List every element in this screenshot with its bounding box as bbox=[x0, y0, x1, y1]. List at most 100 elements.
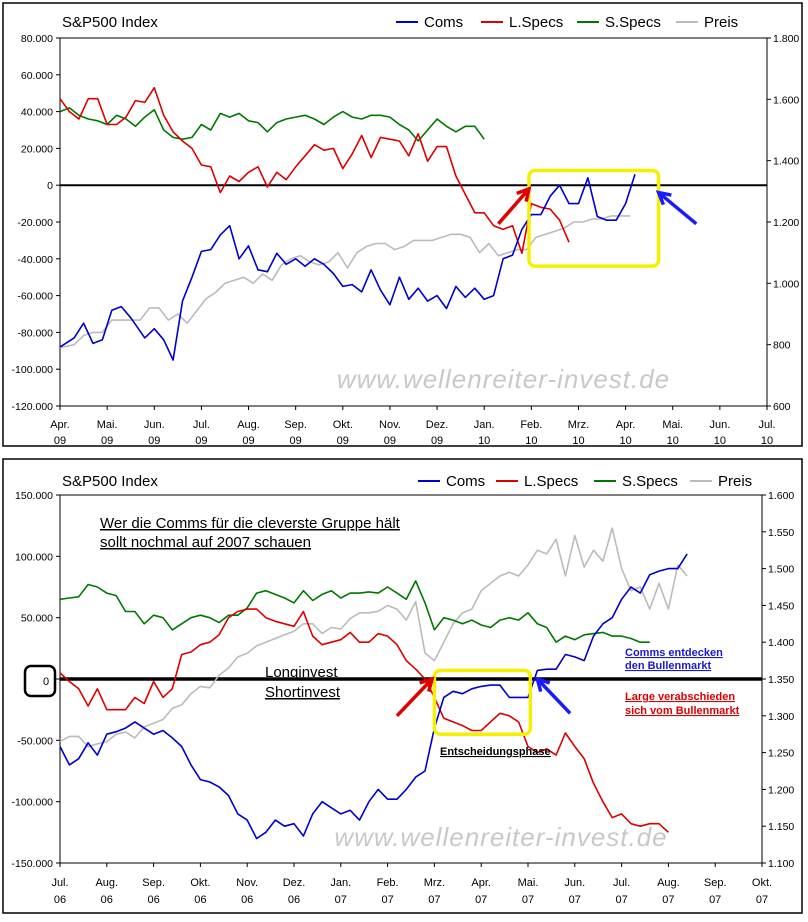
plot-area bbox=[59, 37, 768, 407]
y-tick-right: 1.500 bbox=[768, 564, 794, 576]
y-tick-right: 1.350 bbox=[768, 674, 794, 686]
x-tick-month: Sep. bbox=[704, 877, 727, 889]
x-tick-month: Mrz. bbox=[568, 419, 589, 431]
x-tick-year: 06 bbox=[194, 894, 206, 906]
x-tick-month: Nov. bbox=[379, 419, 401, 431]
red-arrow-head bbox=[419, 676, 435, 693]
zero-box-label: 0 bbox=[43, 676, 49, 688]
x-tick-month: Apr. bbox=[50, 419, 70, 431]
y-tick-left: 0 bbox=[47, 180, 53, 192]
x-tick-year: 09 bbox=[431, 435, 443, 447]
y-tick-left: -120.000 bbox=[12, 401, 54, 413]
chart-title: S&P500 Index bbox=[62, 14, 158, 31]
x-tick-month: Mai. bbox=[662, 419, 683, 431]
x-tick-month: Jun. bbox=[709, 419, 730, 431]
x-tick-month: Jul. bbox=[613, 877, 630, 889]
y-tick-left: 100.000 bbox=[15, 551, 53, 563]
y-tick-left: -40.000 bbox=[17, 254, 53, 266]
y-tick-left: 80.000 bbox=[21, 33, 53, 45]
x-tick-month: Jul. bbox=[758, 419, 775, 431]
x-tick-year: 09 bbox=[54, 435, 66, 447]
red-arrow-head bbox=[516, 186, 532, 202]
y-tick-left: 60.000 bbox=[21, 70, 53, 82]
x-tick-month: Jan. bbox=[330, 877, 351, 889]
highlight-box bbox=[527, 168, 661, 268]
legend-item-preis: Preis bbox=[676, 14, 738, 31]
y-tick-right: 1.600 bbox=[768, 490, 794, 502]
x-tick-month: Jun. bbox=[564, 877, 585, 889]
chart-panel-1: S&P500 Index Coms L.Specs S.Specs Preis 80.00… bbox=[2, 2, 803, 447]
x-tick-month: Okt. bbox=[752, 877, 772, 889]
x-tick-year: 07 bbox=[522, 894, 534, 906]
legend-label: Coms bbox=[446, 473, 485, 490]
y-tick-left: 50.000 bbox=[21, 613, 53, 625]
x-tick-month: Nov. bbox=[236, 877, 258, 889]
y-tick-right: 600 bbox=[773, 401, 791, 413]
y-tick-left: 40.000 bbox=[21, 107, 53, 119]
blue-arrow-shaft bbox=[657, 191, 698, 226]
x-tick-month: Dez. bbox=[426, 419, 449, 431]
note-line-2: sollt nochmal auf 2007 schauen bbox=[100, 534, 311, 551]
blue-arrow bbox=[655, 190, 698, 226]
red-arrow bbox=[395, 676, 435, 718]
x-tick-year: 10 bbox=[525, 435, 537, 447]
watermark: www.wellenreiter-invest.de bbox=[334, 822, 667, 852]
x-tick-year: 10 bbox=[667, 435, 679, 447]
y-tick-left: -150.000 bbox=[12, 858, 54, 870]
blue-arrow bbox=[534, 676, 572, 715]
x-tick-year: 07 bbox=[335, 894, 347, 906]
y-tick-right: 1.200 bbox=[768, 784, 794, 796]
y-tick-left: -20.000 bbox=[17, 217, 53, 229]
series-line-preis bbox=[59, 527, 688, 748]
x-tick-year: 09 bbox=[337, 435, 349, 447]
x-tick-year: 07 bbox=[662, 894, 674, 906]
x-tick-year: 07 bbox=[756, 894, 768, 906]
y-tick-right: 1.100 bbox=[768, 858, 794, 870]
legend-item-sspecs: S.Specs bbox=[577, 14, 661, 31]
x-tick-year: 09 bbox=[384, 435, 396, 447]
x-tick-month: Apr. bbox=[471, 877, 491, 889]
large-note-1: Large verabschieden bbox=[625, 691, 735, 703]
x-tick-year: 10 bbox=[478, 435, 490, 447]
legend-item-preis: Preis bbox=[690, 473, 752, 490]
note-line-1: Wer die Comms für die cleverste Gruppe h… bbox=[100, 515, 401, 532]
y-tick-right: 1.250 bbox=[768, 748, 794, 760]
y-tick-left: -100.000 bbox=[12, 364, 54, 376]
y-tick-right: 1.200 bbox=[773, 217, 799, 229]
x-tick-month: Okt. bbox=[190, 877, 210, 889]
x-tick-year: 06 bbox=[241, 894, 253, 906]
legend-item-coms: Coms bbox=[396, 14, 463, 31]
y-tick-right: 1.550 bbox=[768, 527, 794, 539]
x-tick-year: 06 bbox=[288, 894, 300, 906]
x-tick-month: Aug. bbox=[657, 877, 680, 889]
y-tick-right: 1.150 bbox=[768, 821, 794, 833]
x-tick-month: Feb. bbox=[520, 419, 542, 431]
x-tick-year: 10 bbox=[714, 435, 726, 447]
y-tick-left: 150.000 bbox=[15, 490, 53, 502]
x-tick-year: 10 bbox=[619, 435, 631, 447]
series-line-sspecs bbox=[59, 580, 650, 643]
y-tick-right: 1.000 bbox=[773, 278, 799, 290]
y-tick-left: -80.000 bbox=[17, 327, 53, 339]
blue-arrow-shaft bbox=[536, 677, 572, 715]
large-note-2: sich vom Bullenmarkt bbox=[625, 705, 740, 717]
chart-panel-2: S&P500 Index Coms L.Specs S.Specs Preis 150.0… bbox=[2, 458, 803, 914]
x-tick-month: Mai. bbox=[518, 877, 539, 889]
legend-item-lspecs: L.Specs bbox=[481, 14, 563, 31]
x-tick-year: 09 bbox=[290, 435, 302, 447]
series-line-coms bbox=[59, 173, 636, 361]
x-tick-month: Mai. bbox=[97, 419, 118, 431]
chart-title: S&P500 Index bbox=[62, 473, 158, 490]
series-line-preis bbox=[59, 215, 631, 349]
y-tick-right: 1.450 bbox=[768, 600, 794, 612]
x-tick-year: 07 bbox=[569, 894, 581, 906]
x-tick-month: Okt. bbox=[333, 419, 353, 431]
comms-note-1: Comms entdecken bbox=[625, 647, 723, 659]
highlight-box bbox=[432, 668, 533, 736]
y-tick-left: -50.000 bbox=[17, 735, 53, 747]
shortinvest-label: Shortinvest bbox=[265, 684, 341, 701]
decision-label: Entscheidungsphase bbox=[440, 746, 551, 758]
longinvest-label: Longinvest bbox=[265, 664, 338, 681]
x-tick-month: Aug. bbox=[237, 419, 260, 431]
